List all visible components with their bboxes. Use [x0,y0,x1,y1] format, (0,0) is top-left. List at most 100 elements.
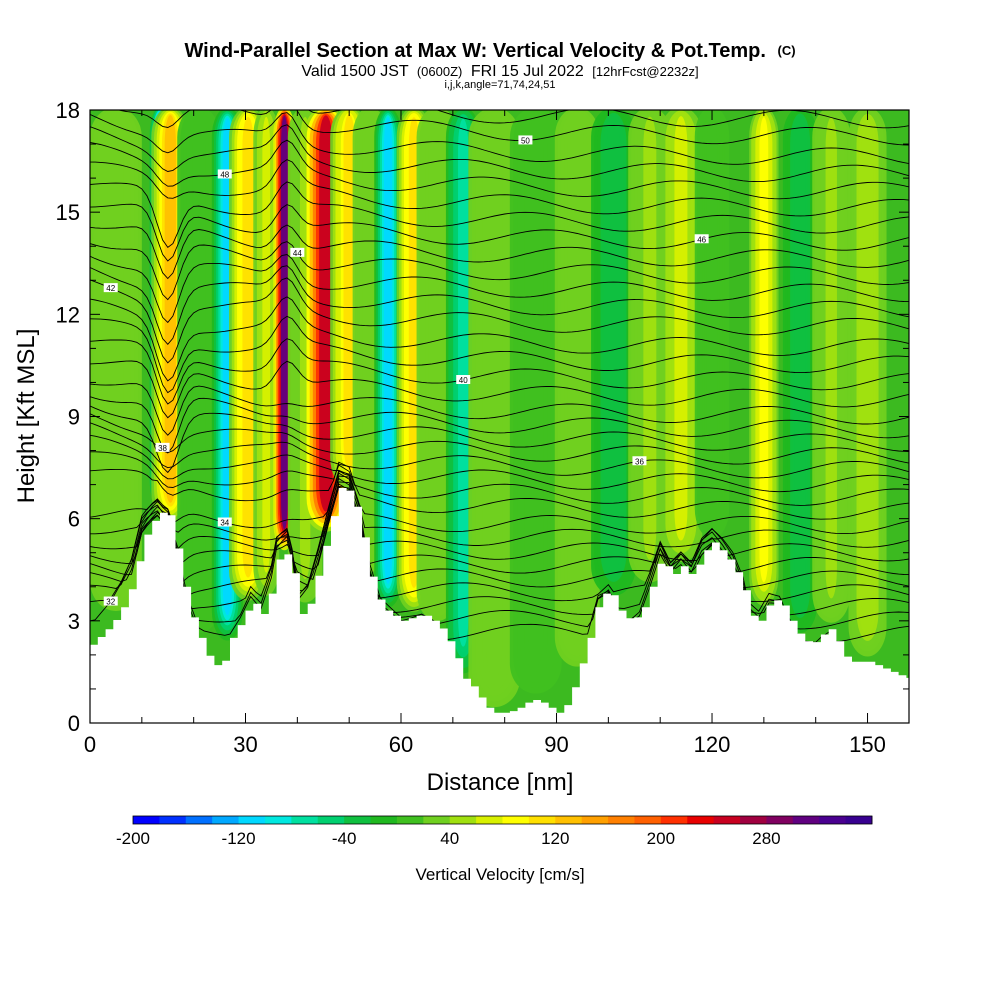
theta-contour-line [90,434,909,493]
colorbar-swatch [133,816,160,824]
colorbar-swatch [476,816,503,824]
theta-contour-line [90,475,909,548]
colorbar-swatch [344,816,371,824]
svg-text:42: 42 [106,284,115,293]
theta-contour-line [90,159,909,217]
x-tick-label: 0 [84,732,96,757]
x-tick-label: 150 [849,732,886,757]
svg-text:32: 32 [106,598,115,607]
colorbar-swatch [608,816,635,824]
colorbar-swatch [291,816,319,824]
theta-contour-line [90,265,909,345]
colorbar-swatch [185,816,213,824]
colorbar-frame [132,815,873,825]
theta-contour-line [90,481,909,562]
colorbar: -200 -120 -40 40 120 200 280 [116,815,873,848]
colorbar-swatch [660,816,688,824]
y-tick-label: 3 [68,609,80,634]
colorbar-swatch [238,816,266,824]
theta-contour-label: 50 [518,135,533,145]
terrain-mask [90,488,909,723]
theta-contour-line [90,451,909,506]
theta-contour-line [90,315,909,394]
x-tick-label: 120 [694,732,731,757]
theta-contour-line [90,277,909,364]
theta-contour-line [90,224,909,280]
theta-contour-line [90,181,909,249]
x-tick-label: 60 [389,732,413,757]
velocity-band [242,117,254,578]
y-tick-label: 6 [68,507,80,532]
velocity-band [262,116,271,573]
colorbar-swatch [449,816,477,824]
colorbar-label: Vertical Velocity [cm/s] [415,865,584,884]
colorbar-tick-label: 280 [752,829,780,848]
theta-contour-line [90,413,909,465]
velocity-band [606,116,621,573]
chart-title-suffix: (C) [777,43,795,58]
theta-contour-line [90,477,909,616]
theta-contour-line [117,110,909,146]
theta-contour-line [90,112,909,165]
theta-contour-line [90,472,909,630]
x-axis: 0 30 60 90 120 150 [84,110,886,757]
theta-contour-label: 34 [217,517,232,528]
chart-title: Wind-Parallel Section at Max W: Vertical… [184,40,795,62]
colorbar-swatch [423,816,451,824]
y-tick-label: 18 [56,98,80,123]
plot-area: 32 34 36 38 40 42 44 46 48 50 [90,110,909,723]
theta-contour-labels: 32 34 36 38 40 42 44 46 48 50 [103,135,709,607]
svg-text:48: 48 [220,170,229,179]
colorbar-swatch [264,816,292,824]
theta-contour-label: 46 [694,234,709,244]
y-axis-label: Height [Kft MSL] [13,329,40,504]
theta-contour-line [90,296,909,382]
velocity-band [570,118,584,641]
svg-text:44: 44 [293,249,302,258]
theta-contour-line [90,405,909,474]
svg-text:40: 40 [459,376,468,385]
svg-text:34: 34 [220,519,229,528]
theta-contour-label: 38 [155,442,170,453]
svg-text:38: 38 [158,444,167,453]
y-tick-label: 9 [68,405,80,430]
velocity-band [108,117,124,588]
colorbar-tick-label: 40 [440,829,459,848]
theta-contour-line [90,338,909,405]
colorbar-tick-label: -120 [222,829,256,848]
colorbar-swatch [845,816,873,824]
colorbar-tick-label: 200 [647,829,675,848]
velocity-band [343,114,355,470]
x-tick-label: 30 [233,732,257,757]
theta-contour-line [90,461,909,520]
chart-subtitle: Valid 1500 JST (0600Z) FRI 15 Jul 2022 [… [301,63,698,80]
theta-contour-label: 40 [456,375,471,385]
theta-contour-line [90,485,909,576]
theta-contour-line [90,124,909,183]
velocity-band [674,116,688,541]
colorbar-swatch [634,816,662,824]
velocity-band [383,117,393,584]
y-tick-label: 15 [56,200,80,225]
colorbar-swatch [687,816,715,824]
theta-contour-line [90,469,909,643]
theta-contour-label: 44 [290,247,305,258]
velocity-band [794,117,806,609]
colorbar-tick-label: -200 [116,829,150,848]
theta-contour-line [90,254,909,324]
theta-contours [90,110,909,643]
theta-contour-line [90,203,909,262]
colorbar-swatch [792,816,820,824]
velocity-band [825,117,837,599]
theta-contour-line [90,396,909,454]
colorbar-swatch [502,816,530,824]
svg-text:36: 36 [635,457,644,466]
colorbar-swatch [766,816,794,824]
theta-contour-label: 48 [217,169,232,179]
colorbar-swatch [212,816,239,824]
x-tick-label: 90 [544,732,568,757]
theta-contour-line [90,360,909,419]
theta-contour-line [90,483,909,603]
